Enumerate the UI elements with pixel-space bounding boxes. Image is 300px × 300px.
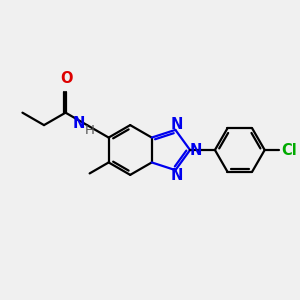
- Text: O: O: [60, 71, 72, 86]
- Text: H: H: [85, 124, 95, 137]
- Text: Cl: Cl: [281, 142, 296, 158]
- Text: N: N: [171, 117, 183, 132]
- Text: N: N: [171, 168, 183, 183]
- Text: N: N: [190, 142, 202, 158]
- Text: N: N: [72, 116, 85, 131]
